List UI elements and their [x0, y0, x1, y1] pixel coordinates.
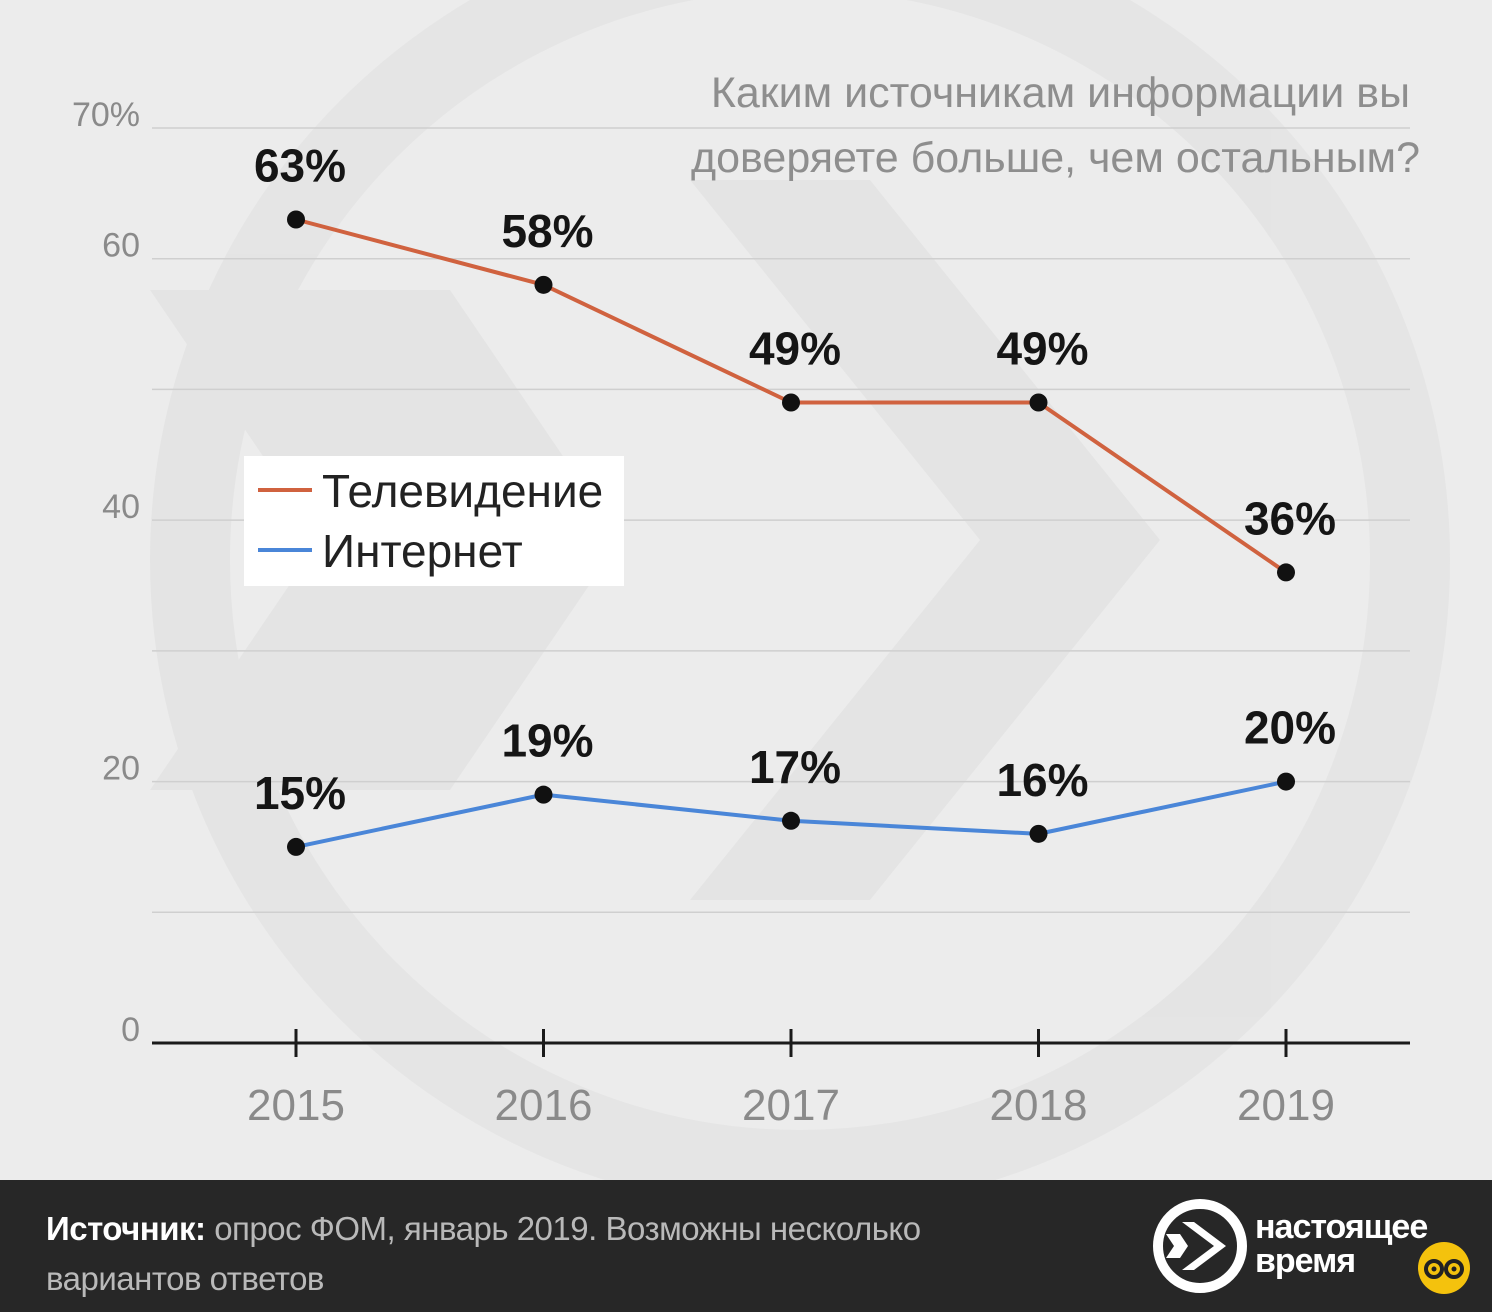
data-point — [782, 393, 800, 412]
brand-logo-icon — [1153, 1199, 1247, 1293]
brand-line-1: настоящее — [1255, 1208, 1428, 1246]
data-label: 63% — [254, 140, 346, 192]
gridlines — [152, 127, 1410, 914]
x-tick-label: 2017 — [742, 1081, 840, 1130]
legend-label-tv: Телевидение — [322, 465, 603, 517]
data-point — [287, 837, 305, 856]
data-label: 58% — [501, 205, 593, 257]
data-label: 49% — [996, 323, 1088, 375]
series: 63% 58% 49% 49% 36% 15% 19% 17% 16% 20% — [254, 140, 1336, 856]
data-point — [782, 811, 800, 830]
y-tick-label: 70% — [72, 96, 140, 134]
data-label: 16% — [996, 754, 1088, 806]
chart-title-line1: Каким источникам информации вы — [711, 69, 1410, 117]
source-label: Источник: — [46, 1210, 206, 1247]
y-tick-label: 0 — [121, 1011, 140, 1049]
source-body: опрос ФОМ, январь 2019. Возможны несколь… — [46, 1210, 921, 1297]
x-tick-label: 2016 — [495, 1081, 593, 1130]
data-point — [1277, 563, 1295, 582]
legend-label-internet: Интернет — [322, 525, 523, 577]
y-tick-label: 20 — [102, 750, 140, 788]
legend-box — [244, 456, 624, 586]
brand-name: настоящее время — [1255, 1210, 1480, 1278]
data-point — [534, 785, 553, 804]
data-point — [1029, 824, 1048, 843]
x-tick-label: 2018 — [990, 1081, 1088, 1130]
data-label: 15% — [254, 767, 346, 819]
y-tick-label: 60 — [102, 227, 140, 265]
data-point — [1277, 772, 1295, 791]
y-axis: 0 20 40 60 70% — [72, 96, 140, 1049]
data-label: 17% — [749, 741, 841, 793]
data-label: 36% — [1244, 492, 1336, 544]
x-tick-label: 2015 — [247, 1081, 345, 1130]
data-point — [287, 210, 305, 229]
data-label: 49% — [749, 323, 841, 375]
x-axis: 2015 2016 2017 2018 2019 — [152, 1029, 1410, 1130]
data-label: 19% — [501, 715, 593, 767]
legend: Телевидение Интернет — [244, 456, 624, 586]
source-note: Источник: опрос ФОМ, январь 2019. Возмож… — [46, 1204, 1046, 1304]
data-point — [534, 275, 553, 294]
chart-title-line2: доверяете больше, чем остальным? — [691, 134, 1420, 182]
x-tick-label: 2019 — [1237, 1081, 1335, 1130]
data-point — [1029, 393, 1048, 412]
brand-line-2: время — [1255, 1242, 1356, 1280]
data-label: 20% — [1244, 702, 1336, 754]
y-tick-label: 40 — [102, 488, 140, 526]
glasses-badge-icon — [1418, 1242, 1470, 1294]
